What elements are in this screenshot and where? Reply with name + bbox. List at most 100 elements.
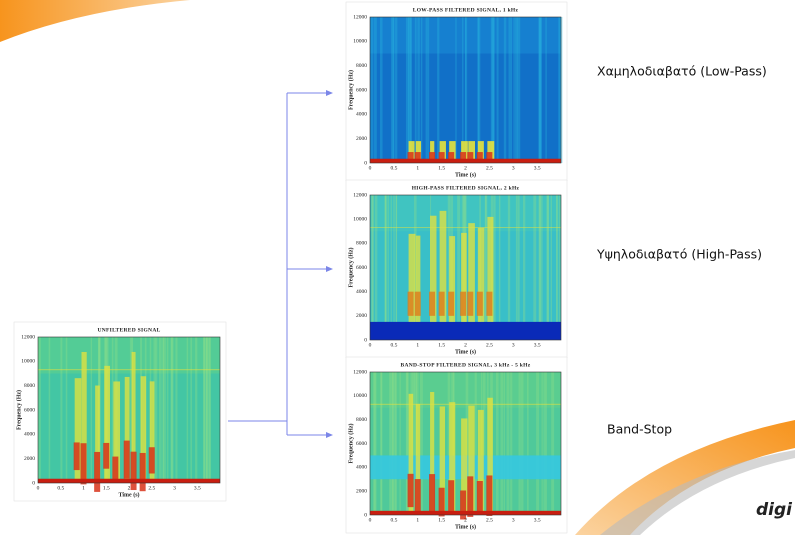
noise-stripe	[203, 337, 207, 483]
energy	[429, 474, 436, 515]
energy	[130, 451, 137, 491]
noise-stripe	[556, 195, 558, 340]
y-tick-label: 2000	[356, 488, 367, 494]
energy	[439, 406, 446, 515]
energy	[449, 402, 456, 515]
x-tick-label: 3	[512, 517, 515, 523]
noise-stripe	[538, 17, 541, 163]
filter-label: Χαμηλοδιαβατό (Low-Pass)	[597, 64, 767, 79]
plot-border	[37, 336, 221, 484]
energy	[430, 392, 435, 515]
energy	[467, 152, 474, 163]
noise-stripe	[493, 195, 496, 340]
noise-stripe	[493, 17, 495, 163]
noise-stripe	[129, 337, 133, 483]
noise-stripe	[406, 372, 409, 515]
energy	[460, 152, 467, 163]
x-tick-label: 1.5	[438, 517, 445, 523]
noise-stripe	[558, 195, 561, 340]
energy	[486, 152, 493, 163]
noise-stripe	[540, 17, 542, 163]
y-tick-label: 0	[364, 337, 367, 343]
noise-stripe	[462, 17, 464, 163]
energy	[487, 397, 493, 515]
energy	[95, 385, 100, 483]
noise-stripe	[409, 17, 413, 163]
y-tick-label: 12000	[21, 334, 35, 340]
y-tick-label: 0	[32, 480, 35, 486]
energy	[468, 405, 475, 515]
noise-stripe	[373, 372, 376, 515]
energy	[461, 232, 467, 322]
energy	[414, 291, 421, 316]
noise-stripe	[420, 17, 423, 163]
noise-stripe	[392, 372, 394, 515]
plot-border	[369, 194, 562, 341]
plot-border	[369, 371, 562, 516]
noise-stripe	[384, 195, 387, 340]
energy	[476, 291, 483, 316]
noise-stripe	[465, 17, 467, 163]
noise-stripe	[538, 195, 542, 340]
noise-stripe	[195, 337, 198, 483]
noise-stripe	[513, 17, 515, 163]
energy	[448, 291, 455, 316]
noise-stripe	[162, 337, 165, 483]
noise-stripe	[384, 195, 387, 340]
energy	[73, 442, 80, 471]
noise-stripe	[371, 195, 375, 340]
noise-stripe	[495, 372, 499, 515]
energy	[476, 152, 483, 163]
energy	[81, 352, 87, 483]
noise-stripe	[393, 195, 395, 340]
y-tick-label: 10000	[353, 393, 367, 399]
noise-stripe	[558, 17, 562, 163]
noise-stripe	[60, 337, 63, 483]
y-tick-label: 2000	[356, 313, 367, 319]
energy	[103, 442, 110, 469]
noise-stripe	[490, 17, 494, 163]
noise-stripe	[407, 17, 410, 163]
noise-stripe	[175, 337, 178, 483]
noise-stripe	[503, 372, 506, 515]
swoosh	[575, 420, 795, 535]
x-tick-label: 0	[369, 342, 372, 348]
energy	[139, 452, 146, 492]
y-tick-label: 8000	[356, 241, 367, 247]
noise-stripe	[412, 372, 415, 515]
noise-stripe	[500, 372, 504, 515]
y-tick-label: 6000	[356, 265, 367, 271]
x-tick-label: 1	[82, 485, 85, 491]
noise-stripe	[392, 17, 395, 163]
y-tick-label: 4000	[356, 289, 367, 295]
spectrogram-panel: HIGH-PASS FILTERED SIGNAL, 2 kHz 0 2000 400…	[345, 179, 568, 359]
x-tick-label: 2	[464, 517, 467, 523]
noise-stripe	[517, 195, 520, 340]
energy	[439, 210, 447, 322]
x-tick-label: 2.5	[148, 485, 155, 491]
x-tick-label: 1	[416, 165, 419, 171]
noise-stripe	[510, 372, 513, 515]
noise-stripe	[158, 337, 162, 483]
energy	[94, 451, 101, 492]
energy	[486, 475, 493, 516]
noise-stripe	[209, 337, 211, 483]
energy	[460, 490, 467, 520]
x-tick-label: 1.5	[438, 165, 445, 171]
noise-stripe	[539, 17, 542, 163]
noise-stripe	[521, 372, 524, 515]
energy	[430, 215, 437, 322]
noise-stripe	[48, 337, 51, 483]
noise-stripe	[474, 372, 477, 515]
noise-stripe	[389, 372, 393, 515]
energy	[448, 152, 455, 163]
x-tick-label: 0.5	[57, 485, 64, 491]
noise-stripe	[186, 337, 189, 483]
noise-stripe	[90, 337, 93, 483]
noise-stripe	[38, 337, 41, 483]
spectrogram	[370, 195, 561, 232]
filter-label: Band-Stop	[607, 422, 672, 437]
noise-stripe	[371, 195, 374, 340]
